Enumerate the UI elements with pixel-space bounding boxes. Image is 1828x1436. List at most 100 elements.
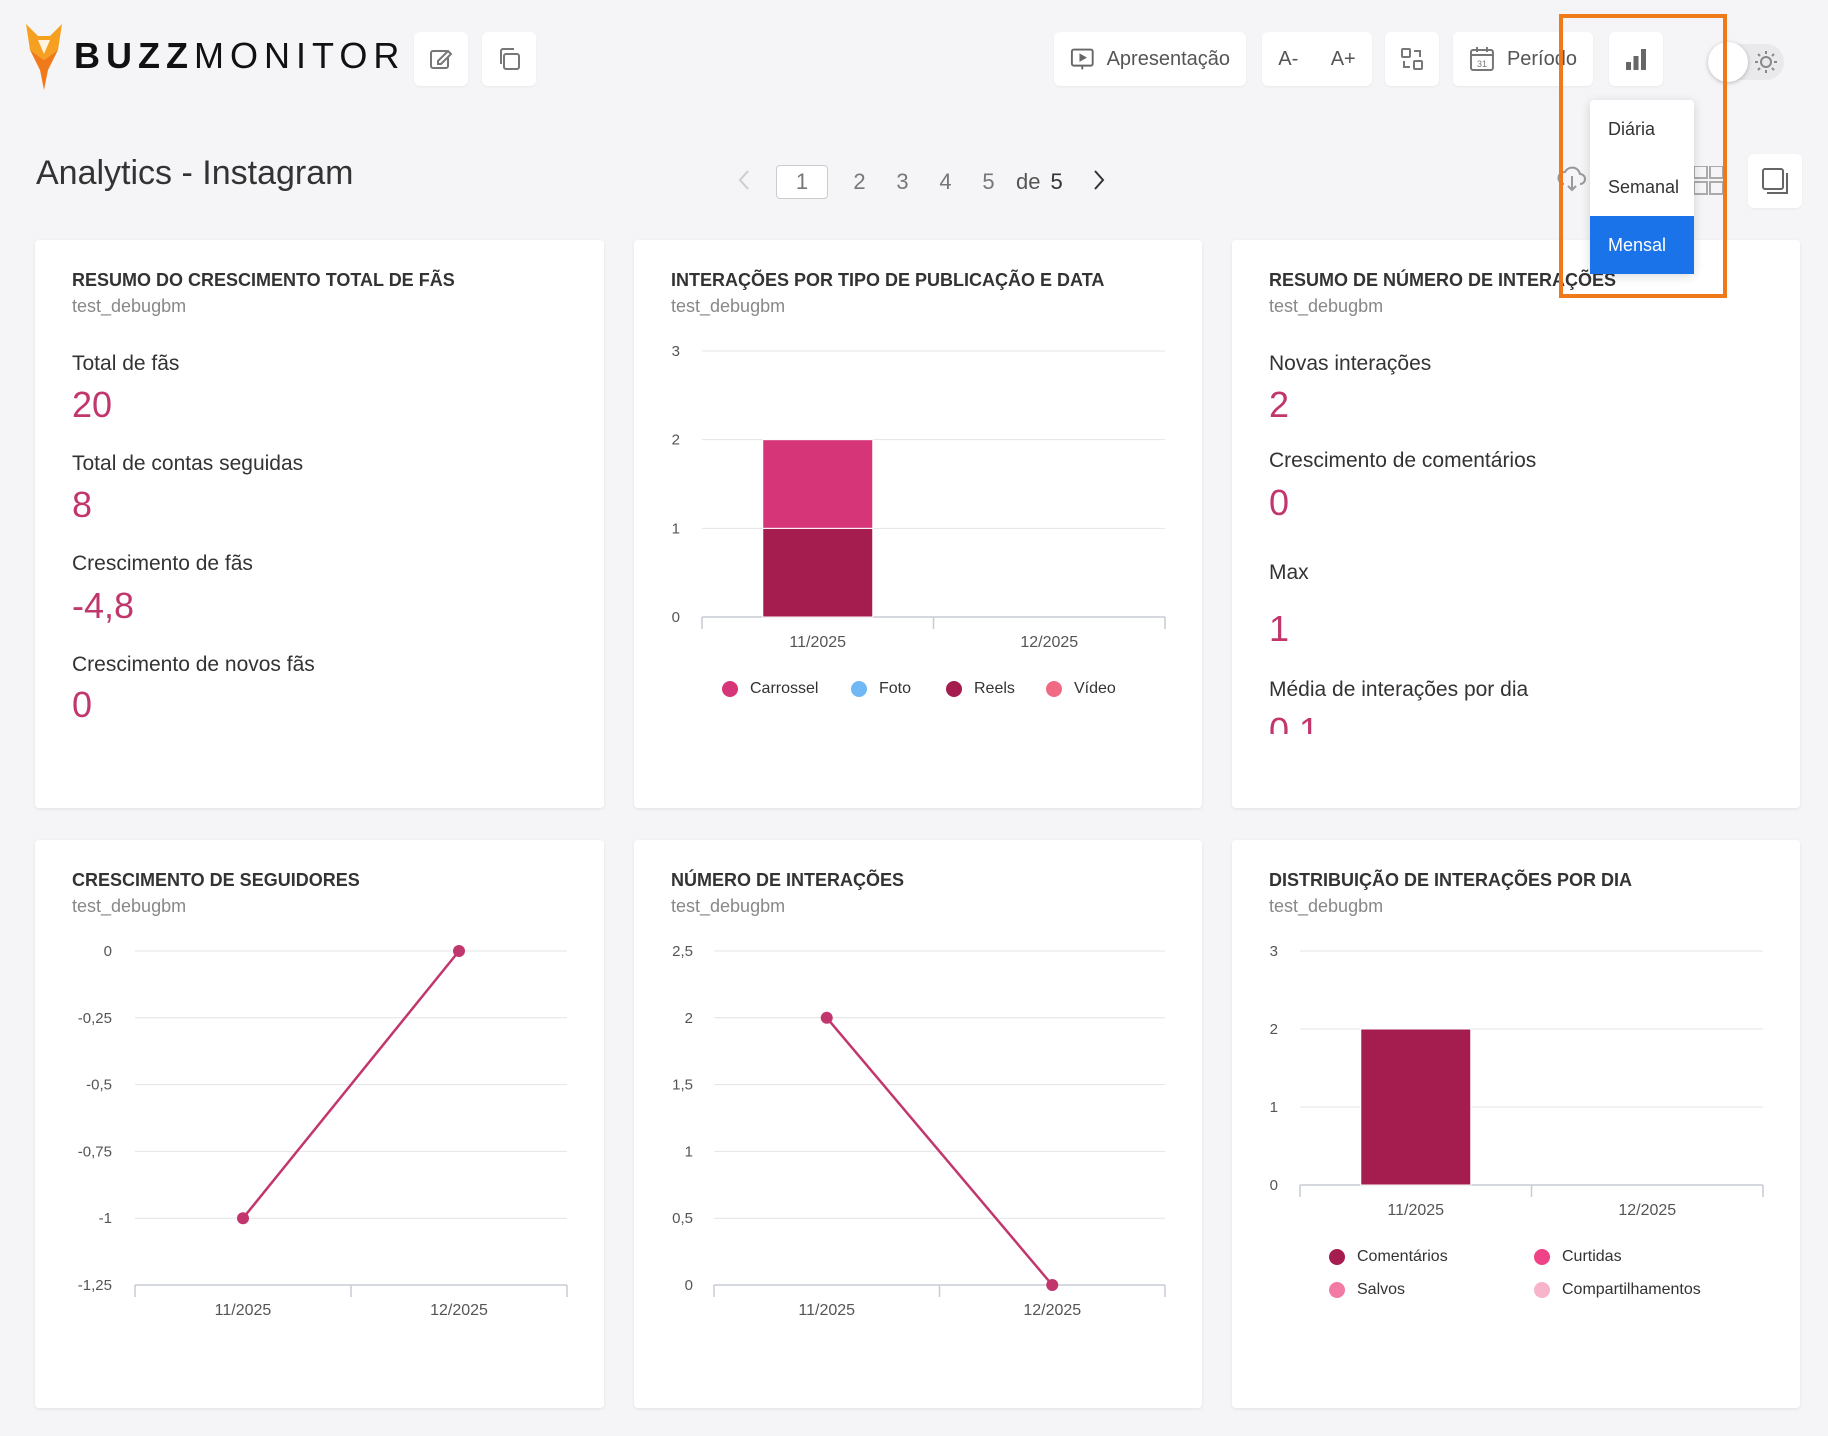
- x-tick-label: 12/2025: [430, 1302, 488, 1319]
- legend-label: Foto: [879, 680, 912, 697]
- theme-toggle[interactable]: [1708, 42, 1784, 82]
- svg-text:31: 31: [1477, 59, 1487, 69]
- card-interactions-count: NÚMERO DE INTERAÇÕES test_debugbm 2,5 2 1,…: [634, 840, 1202, 1408]
- compare-button[interactable]: [1385, 32, 1439, 86]
- metric-value: 0: [72, 684, 93, 725]
- cloud-download-icon[interactable]: [1556, 162, 1588, 194]
- legend-item[interactable]: Vídeo: [1046, 680, 1116, 698]
- data-point[interactable]: [1046, 1279, 1059, 1291]
- prev-page-button[interactable]: [726, 167, 762, 198]
- card-followers-growth: CRESCIMENTO DE SEGUIDORES test_debugbm 0…: [35, 840, 604, 1408]
- metric-value: 0,1: [1269, 710, 1320, 734]
- card-title: RESUMO DO CRESCIMENTO TOTAL DE FÃS: [72, 270, 455, 290]
- metric-label: Crescimento de fãs: [72, 552, 253, 575]
- y-tick-label: 1: [1270, 1099, 1278, 1116]
- option-weekly[interactable]: Semanal: [1608, 176, 1680, 197]
- metric-value: 2: [1269, 384, 1290, 425]
- page-4-link[interactable]: 4: [939, 169, 952, 194]
- legend-item[interactable]: Curtidas: [1534, 1248, 1622, 1266]
- metric-label: Crescimento de comentários: [1269, 449, 1537, 472]
- x-tick-label: 11/2025: [789, 634, 846, 651]
- page-5-link[interactable]: 5: [982, 169, 995, 194]
- legend-item[interactable]: Comentários: [1329, 1248, 1448, 1266]
- option-daily[interactable]: Diária: [1608, 118, 1656, 139]
- legend-dot-icon: [1329, 1282, 1345, 1298]
- daily-distribution-chart: 0 1 2 3 11/2025 12/2025: [1270, 943, 1764, 1219]
- period-label: Período: [1506, 47, 1577, 70]
- legend-label: Reels: [974, 680, 1015, 697]
- legend-item[interactable]: Compartilhamentos: [1534, 1281, 1701, 1299]
- period-button[interactable]: 31 Período: [1453, 32, 1593, 86]
- x-tick-label: 11/2025: [798, 1302, 855, 1319]
- y-tick-label: 2: [672, 432, 680, 449]
- bar-segment[interactable]: [1360, 1028, 1472, 1186]
- card-interactions-by-type: INTERAÇÕES POR TIPO DE PUBLICAÇÃO E DATA…: [634, 240, 1202, 808]
- metric-value: 0: [1269, 482, 1290, 523]
- card-interactions-summary: RESUMO DE NÚMERO DE INTERAÇÕES test_debu…: [1232, 240, 1800, 808]
- toggle-knob: [1708, 42, 1748, 82]
- y-tick-label: 1,5: [672, 1077, 693, 1094]
- y-tick-label: 2,5: [672, 943, 693, 960]
- y-tick-label: -0,25: [78, 1010, 112, 1027]
- chevron-right-icon: [1093, 169, 1105, 190]
- series-line: [242, 950, 460, 1219]
- granularity-dropdown: Diária Semanal Mensal: [1590, 100, 1694, 274]
- card-subtitle: test_debugbm: [1269, 296, 1384, 316]
- sun-icon: [1755, 51, 1777, 73]
- card-title: NÚMERO DE INTERAÇÕES: [671, 870, 905, 890]
- next-page-button[interactable]: [1081, 167, 1117, 198]
- metric-value: 20: [72, 384, 113, 425]
- y-tick-label: 1: [685, 1143, 693, 1160]
- legend-dot-icon: [1046, 681, 1062, 697]
- font-increase-button[interactable]: A+: [1330, 47, 1356, 70]
- y-tick-label: 0: [1270, 1177, 1278, 1194]
- page-total: 5: [1050, 169, 1063, 194]
- granularity-button[interactable]: [1609, 32, 1663, 86]
- page-2-link[interactable]: 2: [853, 169, 866, 194]
- duplicate-button[interactable]: [482, 32, 536, 86]
- swap-compare-icon: [1401, 48, 1423, 70]
- card-subtitle: test_debugbm: [72, 296, 187, 316]
- presentation-button[interactable]: Apresentação: [1054, 32, 1246, 86]
- y-tick-label: -0,75: [78, 1143, 112, 1160]
- card-title: RESUMO DE NÚMERO DE INTERAÇÕES: [1269, 270, 1617, 290]
- legend-label: Salvos: [1357, 1281, 1406, 1298]
- logo[interactable]: BUZZMONITOR: [24, 20, 405, 92]
- legend-item[interactable]: Foto: [851, 680, 911, 698]
- presentation-icon: [1070, 48, 1094, 70]
- edit-button[interactable]: [414, 32, 468, 86]
- x-tick-label: 11/2025: [215, 1302, 272, 1319]
- legend-item[interactable]: Salvos: [1329, 1281, 1405, 1299]
- data-point[interactable]: [453, 945, 465, 957]
- legend-dot-icon: [946, 681, 962, 697]
- data-point[interactable]: [237, 1212, 249, 1225]
- legend-dot-icon: [1329, 1249, 1345, 1265]
- legend-label: Curtidas: [1562, 1248, 1622, 1265]
- option-monthly[interactable]: Mensal: [1590, 216, 1694, 274]
- card-subtitle: test_debugbm: [671, 296, 786, 316]
- layout-grid-icon[interactable]: [1694, 166, 1724, 196]
- card-subtitle: test_debugbm: [1269, 896, 1384, 916]
- metric-clip: Média de interações por dia 0,1: [1232, 670, 1800, 734]
- page-3-link[interactable]: 3: [896, 169, 909, 194]
- legend-dot-icon: [851, 681, 867, 697]
- current-page-input[interactable]: 1: [776, 165, 828, 199]
- y-tick-label: 3: [1270, 943, 1278, 960]
- font-decrease-button[interactable]: A-: [1278, 47, 1299, 70]
- bar-segment[interactable]: [762, 439, 874, 529]
- card-title: DISTRIBUIÇÃO DE INTERAÇÕES POR DIA: [1269, 870, 1633, 890]
- y-tick-label: 0: [685, 1277, 693, 1294]
- followers-growth-chart: 0 -0,25 -0,5 -0,75 -1 -1,25 11/2025 12/2025: [78, 943, 568, 1319]
- y-tick-label: -0,5: [86, 1077, 112, 1094]
- font-size-controls: A- A+: [1262, 32, 1372, 86]
- page-title: Analytics - Instagram: [36, 154, 354, 192]
- legend-item[interactable]: Carrossel: [722, 680, 818, 698]
- card-daily-distribution: DISTRIBUIÇÃO DE INTERAÇÕES POR DIA test_…: [1232, 840, 1800, 1408]
- calendar-icon: 31: [1469, 47, 1494, 71]
- legend-item[interactable]: Reels: [946, 680, 1015, 698]
- metric-value: 8: [72, 484, 93, 525]
- x-tick-label: 11/2025: [1387, 1202, 1444, 1219]
- data-point[interactable]: [820, 1011, 833, 1024]
- bar-segment[interactable]: [762, 527, 874, 618]
- fullscreen-button[interactable]: [1748, 154, 1802, 208]
